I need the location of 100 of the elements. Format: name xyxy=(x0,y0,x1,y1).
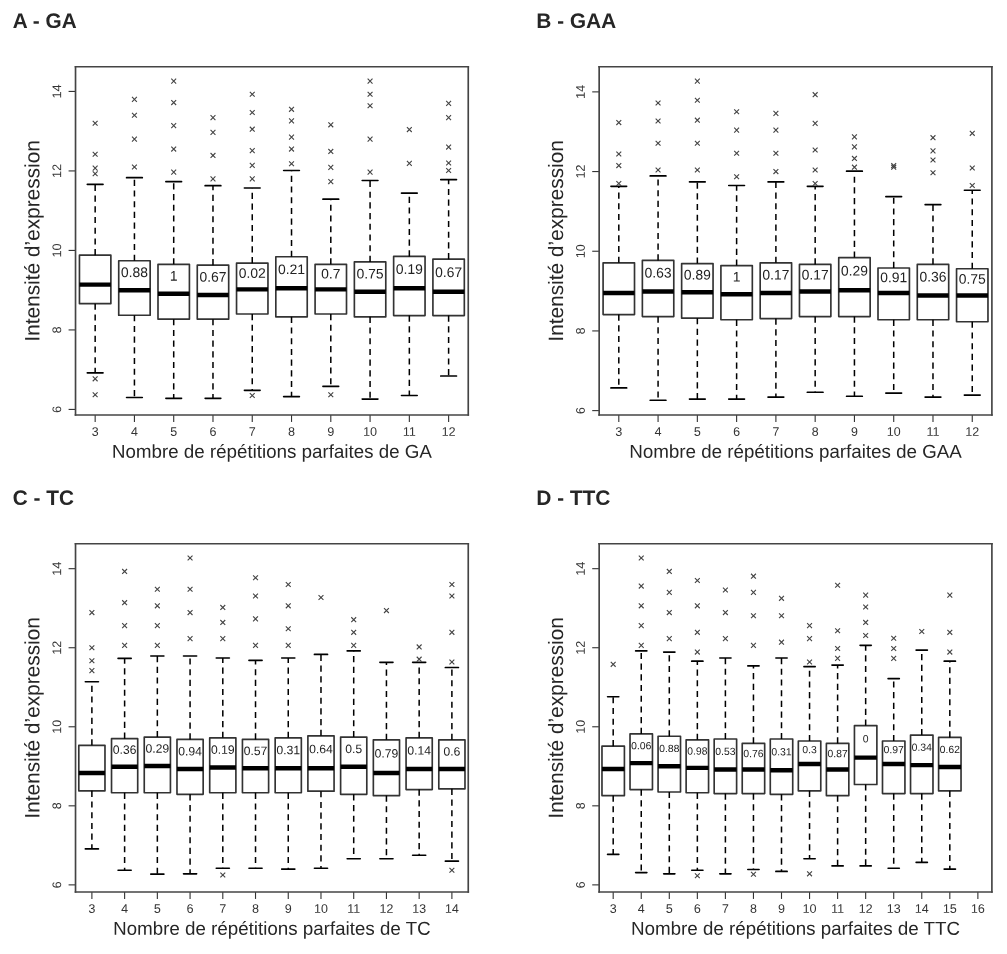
chart-title: D - TTC xyxy=(537,490,610,506)
x-tick-label: 9 xyxy=(285,904,292,913)
x-tick-label: 8 xyxy=(252,904,259,913)
x-tick-label: 7 xyxy=(249,427,256,436)
x-tick-label: 9 xyxy=(778,904,785,913)
text: 0.29 xyxy=(145,744,169,753)
x-tick-label: 7 xyxy=(773,427,779,436)
x-tick-label: 12 xyxy=(859,904,872,913)
text: 0.88 xyxy=(659,744,679,753)
y-axis-title: Intensité d’expression xyxy=(24,618,44,817)
x-tick-label: 11 xyxy=(348,904,360,913)
y-axis-title: Intensité d’expression xyxy=(24,141,44,340)
text: 0.36 xyxy=(920,271,946,282)
text: 0.31 xyxy=(771,748,792,756)
x-tick-label: 4 xyxy=(654,427,662,436)
x-axis-title: Nombre de répétitions parfaites de GA xyxy=(113,444,432,462)
x-tick-label: 6 xyxy=(733,427,740,436)
y-tick-label: 6 xyxy=(52,406,62,413)
x-tick-label: 8 xyxy=(288,427,295,436)
text: 0.67 xyxy=(200,271,226,282)
text: 0.06 xyxy=(631,741,651,750)
text: 0.53 xyxy=(715,747,736,756)
x-tick-label: 12 xyxy=(966,427,979,436)
x-tick-label: 12 xyxy=(442,427,455,436)
x-tick-label: 10 xyxy=(887,427,901,436)
y-tick-label: 6 xyxy=(52,881,62,888)
text: 0.75 xyxy=(357,268,384,279)
y-tick-label: 12 xyxy=(52,641,62,654)
x-tick-label: 5 xyxy=(154,904,161,913)
chart-title: B - GAA xyxy=(537,13,616,29)
text: 0.91 xyxy=(880,272,907,283)
text: 0.14 xyxy=(407,746,431,755)
x-tick-label: 11 xyxy=(403,427,416,436)
chart-title: C - TC xyxy=(13,490,74,506)
text: 0.67 xyxy=(435,267,462,278)
x-tick-label: 5 xyxy=(694,427,701,436)
text: 0.36 xyxy=(113,745,136,754)
x-tick-label: 8 xyxy=(812,427,819,436)
x-tick-label: 14 xyxy=(915,904,929,913)
text: 0.75 xyxy=(959,274,986,284)
x-tick-label: 9 xyxy=(851,427,858,436)
y-tick-label: 12 xyxy=(576,165,585,178)
x-tick-label: 5 xyxy=(170,427,177,436)
x-tick-label: 15 xyxy=(943,904,957,913)
y-tick-label: 14 xyxy=(576,85,585,98)
y-tick-label: 12 xyxy=(576,641,585,654)
x-axis-title: Nombre de répétitions parfaites de TC xyxy=(114,921,430,939)
text: 0.17 xyxy=(802,269,828,280)
y-tick-label: 10 xyxy=(576,244,585,258)
x-tick-label: 4 xyxy=(121,904,128,913)
y-tick-label: 6 xyxy=(576,407,585,414)
text: 0.6 xyxy=(443,747,460,756)
text: 0.62 xyxy=(940,745,960,754)
x-tick-label: 4 xyxy=(131,427,138,436)
x-tick-label: 9 xyxy=(327,427,334,436)
x-tick-label: 7 xyxy=(219,904,226,913)
y-tick-label: 10 xyxy=(576,720,585,733)
y-tick-label: 10 xyxy=(52,243,62,257)
x-tick-label: 6 xyxy=(210,427,216,436)
y-tick-label: 14 xyxy=(52,562,62,575)
text: 0.57 xyxy=(244,746,267,756)
x-tick-label: 16 xyxy=(971,904,985,913)
text: 1 xyxy=(170,271,177,281)
x-tick-label: 7 xyxy=(722,904,729,913)
x-tick-label: 10 xyxy=(314,904,328,913)
y-tick-label: 8 xyxy=(52,802,62,809)
text: 0.76 xyxy=(743,749,764,758)
y-tick-label: 8 xyxy=(52,326,62,333)
text: 0 xyxy=(863,735,869,743)
x-tick-label: 3 xyxy=(88,904,95,913)
x-tick-label: 10 xyxy=(364,427,377,436)
text: 0.79 xyxy=(375,749,398,758)
x-tick-label: 5 xyxy=(666,904,673,913)
text: 1 xyxy=(733,271,740,282)
text: 0.5 xyxy=(345,744,362,754)
x-tick-label: 12 xyxy=(380,904,393,913)
text: 0.97 xyxy=(883,745,904,754)
text: 0.19 xyxy=(396,264,423,275)
x-tick-label: 11 xyxy=(927,427,939,436)
text: 0.64 xyxy=(309,744,333,754)
text: 0.87 xyxy=(827,749,848,758)
x-tick-label: 13 xyxy=(887,904,901,913)
text: 0.89 xyxy=(684,269,711,280)
text: 0.31 xyxy=(276,745,300,755)
x-tick-label: 13 xyxy=(413,904,426,913)
text: 0.02 xyxy=(239,268,266,278)
text: 0.29 xyxy=(841,265,868,276)
x-tick-label: 3 xyxy=(610,904,617,913)
y-tick-label: 12 xyxy=(52,164,62,177)
y-tick-label: 14 xyxy=(52,84,62,98)
x-tick-label: 6 xyxy=(187,904,193,913)
x-tick-label: 8 xyxy=(750,904,757,913)
chart-title: A - GA xyxy=(13,13,77,29)
text: 0.17 xyxy=(762,269,789,280)
x-axis-title: Nombre de répétitions parfaites de GAA xyxy=(630,444,962,462)
x-tick-label: 6 xyxy=(694,904,701,913)
x-axis-title: Nombre de répétitions parfaites de TTC xyxy=(632,921,960,939)
x-tick-label: 3 xyxy=(615,427,622,436)
y-tick-label: 6 xyxy=(576,881,585,888)
x-tick-label: 3 xyxy=(92,427,99,436)
